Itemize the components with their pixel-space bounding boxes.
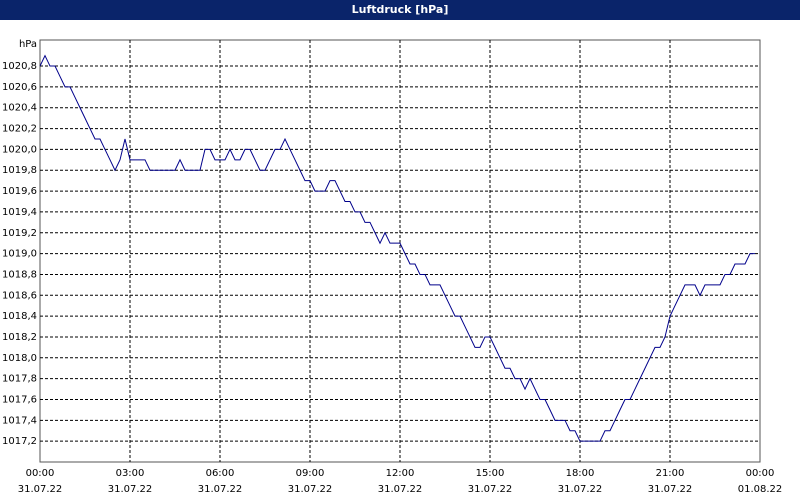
y-tick-label: 1020,8 [2, 61, 37, 72]
x-tick-label: 21:00 [656, 468, 685, 479]
y-tick-label: 1017,8 [2, 374, 37, 385]
x-tick-label: 03:00 [116, 468, 145, 479]
x-tick-label: 06:00 [206, 468, 235, 479]
y-tick-label: 1019,2 [2, 228, 37, 239]
y-tick-label: 1020,2 [2, 124, 37, 135]
y-tick-label: 1019,4 [2, 207, 37, 218]
x-tick-date: 31.07.22 [18, 484, 63, 495]
x-tick-date: 31.07.22 [288, 484, 333, 495]
x-tick-date: 31.07.22 [468, 484, 513, 495]
x-tick-label: 00:00 [26, 468, 55, 479]
y-tick-label: 1020,0 [2, 144, 37, 155]
y-tick-label: 1019,6 [2, 186, 37, 197]
x-tick-label: 09:00 [296, 468, 325, 479]
x-tick-label: 12:00 [386, 468, 415, 479]
x-tick-date: 31.07.22 [648, 484, 693, 495]
y-tick-label: 1017,4 [2, 415, 37, 426]
y-tick-label: 1019,8 [2, 165, 37, 176]
x-tick-date: 31.07.22 [198, 484, 243, 495]
x-tick-date: 31.07.22 [378, 484, 423, 495]
x-tick-label: 15:00 [476, 468, 505, 479]
y-tick-label: 1017,2 [2, 436, 37, 447]
x-tick-label: 18:00 [566, 468, 595, 479]
y-tick-label: 1018,4 [2, 311, 37, 322]
y-tick-label: 1020,4 [2, 103, 37, 114]
y-tick-label: 1020,6 [2, 82, 37, 93]
y-tick-label: 1018,6 [2, 290, 37, 301]
x-tick-date: 01.08.22 [738, 484, 783, 495]
x-tick-date: 31.07.22 [108, 484, 153, 495]
y-tick-label: 1019,0 [2, 249, 37, 260]
x-tick-label: 00:00 [746, 468, 775, 479]
line [39, 54, 755, 442]
y-tick-label: 1017,6 [2, 394, 37, 405]
y-unit: hPa [19, 39, 37, 50]
title-bar [0, 0, 800, 20]
y-tick-label: 1018,2 [2, 332, 37, 343]
y-tick-label: 1018,0 [2, 353, 37, 364]
y-tick-label: 1018,8 [2, 269, 37, 280]
chart-title: Luftdruck [hPa] [352, 3, 449, 16]
x-tick-date: 31.07.22 [558, 484, 603, 495]
